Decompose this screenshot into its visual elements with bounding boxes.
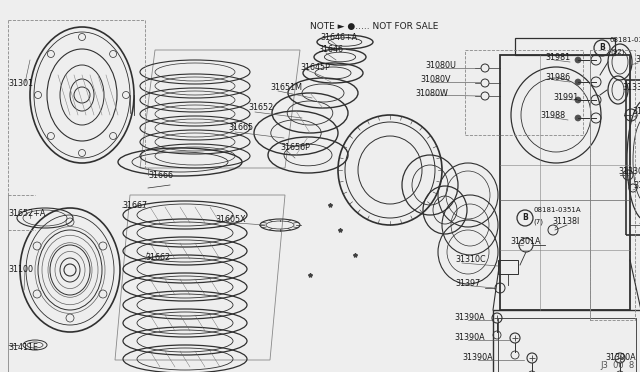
Text: B: B (599, 44, 605, 52)
Text: B: B (522, 214, 528, 222)
Text: 31080W: 31080W (415, 89, 448, 97)
Text: 31981: 31981 (545, 54, 570, 62)
Text: 31390J: 31390J (638, 218, 640, 227)
Circle shape (575, 57, 581, 63)
Text: 31645P: 31645P (300, 62, 330, 71)
Text: 31646+A: 31646+A (320, 32, 357, 42)
Text: 31652+A: 31652+A (8, 208, 45, 218)
Text: 31390A: 31390A (454, 314, 484, 323)
Text: 31301: 31301 (8, 78, 33, 87)
Circle shape (575, 115, 581, 121)
Bar (500, 55, 630, 310)
Text: 31390A: 31390A (462, 353, 493, 362)
Circle shape (575, 79, 581, 85)
Bar (498, 260, 518, 274)
Text: 31991: 31991 (553, 93, 579, 102)
Text: 31662: 31662 (145, 253, 170, 263)
Text: 31138I: 31138I (552, 218, 579, 227)
Text: NOTE ► ●..... NOT FOR SALE: NOTE ► ●..... NOT FOR SALE (310, 22, 438, 31)
Text: 31605X: 31605X (215, 215, 246, 224)
Text: 31667: 31667 (122, 201, 147, 209)
Text: 31080U: 31080U (425, 61, 456, 70)
Text: 31651M: 31651M (270, 83, 302, 93)
Text: 31100: 31100 (8, 266, 33, 275)
Text: 08181-0351A: 08181-0351A (610, 37, 640, 43)
Bar (498, 318, 636, 372)
Text: 31986: 31986 (545, 74, 570, 83)
Text: (7): (7) (533, 219, 543, 225)
Text: 31023A: 31023A (633, 180, 640, 189)
Text: 31301A: 31301A (510, 237, 541, 247)
Bar (515, 38, 615, 55)
Text: 31330E: 31330E (635, 55, 640, 64)
Bar (465, 50, 583, 135)
Text: 31390A: 31390A (454, 333, 484, 341)
Text: 08181-0351A: 08181-0351A (533, 207, 580, 213)
Text: 31646: 31646 (318, 45, 343, 55)
Text: (92): (92) (610, 49, 625, 55)
Circle shape (575, 97, 581, 103)
Text: 31080V: 31080V (420, 76, 451, 84)
Text: 31390A: 31390A (605, 353, 636, 362)
Text: 31665: 31665 (228, 124, 253, 132)
Text: 31652: 31652 (248, 103, 273, 112)
Text: 31656P: 31656P (280, 144, 310, 153)
Text: 31330EA: 31330EA (622, 83, 640, 92)
Bar (590, 50, 635, 320)
Text: 31666: 31666 (148, 170, 173, 180)
Text: 31330M: 31330M (618, 167, 640, 176)
Text: J3  00  8: J3 00 8 (600, 360, 634, 369)
Text: 31411E: 31411E (8, 343, 38, 353)
Text: 31310C: 31310C (455, 256, 486, 264)
Text: 31336M: 31336M (632, 108, 640, 116)
Text: 31397: 31397 (455, 279, 480, 288)
Bar (626, 80, 640, 235)
Text: 31988: 31988 (540, 110, 565, 119)
Bar (493, 310, 640, 372)
